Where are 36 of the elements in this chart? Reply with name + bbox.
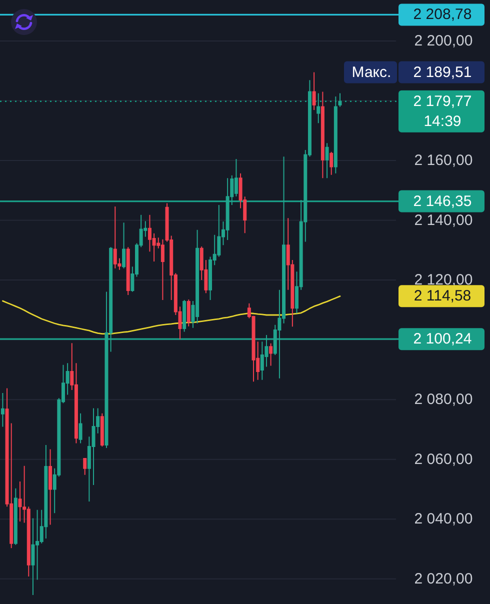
candlestick	[100, 412, 104, 447]
candlestick	[186, 298, 190, 327]
candlestick	[325, 142, 329, 179]
ref-line-label: 2 208,78	[413, 6, 472, 24]
candlestick	[83, 458, 87, 476]
ref-line-label: 2 146,35	[413, 192, 472, 210]
ref-line-label: 2 100,24	[413, 330, 472, 348]
candlestick	[334, 96, 338, 174]
candlestick	[320, 91, 324, 179]
candlestick	[14, 488, 18, 546]
y-tick-label: 2 120,00	[414, 272, 473, 289]
y-tick-label: 2 060,00	[414, 450, 473, 468]
y-tick-label: 2 140,00	[414, 212, 473, 229]
candlestick	[78, 412, 82, 444]
candlestick	[113, 206, 117, 269]
y-tick-label: 2 040,00	[414, 510, 473, 528]
candlestick	[316, 92, 320, 124]
candlestick	[269, 342, 273, 366]
line-series	[2, 295, 341, 335]
candlestick	[312, 72, 316, 110]
candlestick	[122, 222, 126, 269]
candlestick	[182, 300, 186, 332]
y-tick-label: 2 080,00	[414, 391, 473, 408]
candlestick	[0, 392, 4, 428]
candlestick	[44, 444, 48, 540]
y-tick-label: 2 200,00	[414, 32, 473, 50]
candlestick	[48, 448, 52, 526]
candlestick	[338, 92, 342, 108]
text: 2 189,51	[413, 64, 472, 81]
candlestick	[330, 151, 334, 176]
y-tick-label: 2 160,00	[414, 152, 473, 169]
text: Макс.	[352, 64, 392, 81]
ref-line-label: 2 179,77 14:39	[413, 92, 472, 130]
candlestick	[160, 238, 164, 301]
y-tick-label: 2 020,00	[414, 570, 473, 588]
text: 2 114,58	[414, 288, 472, 305]
